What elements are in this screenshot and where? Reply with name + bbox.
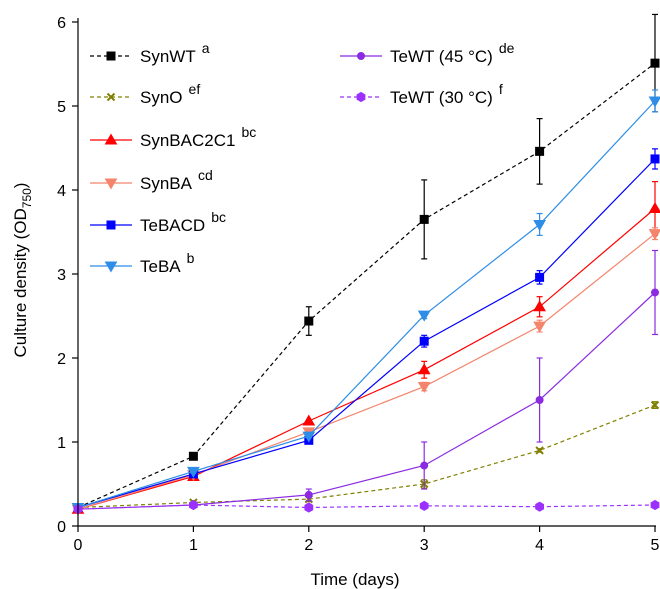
y-tick-label: 4: [57, 183, 66, 200]
data-point: [419, 214, 429, 224]
data-point: [533, 219, 546, 231]
axes: 0 1 2 3 4 5 0 1 2 3 4 5 6: [57, 15, 659, 554]
legend-entry-synwt: SynWT a: [90, 40, 210, 66]
series-line: [77, 504, 656, 510]
legend-entry-synba: SynBA cd: [90, 167, 213, 193]
x-tick-label: 0: [74, 537, 83, 554]
data-point: [304, 490, 313, 499]
y-tick-label: 2: [57, 351, 66, 368]
significance-letter: f: [499, 81, 503, 97]
legend-label: TeBA b: [140, 250, 195, 276]
significance-letter: cd: [198, 167, 213, 183]
data-point: [535, 272, 545, 282]
series-line: [77, 233, 656, 510]
legend-entry-synbac2c1: SynBAC2C1 bc: [90, 124, 256, 150]
legend-entry-tewt-45-c: TeWT (45 °C) de: [340, 40, 515, 66]
legend-label: SynBAC2C1 bc: [140, 124, 256, 150]
data-point: [419, 336, 429, 346]
legend-entry-tewt-30-c: TeWT (30 °C) f: [340, 81, 503, 107]
legend-swatch-marker: [104, 178, 118, 190]
x-tick-label: 4: [535, 537, 544, 554]
data-point: [648, 96, 660, 108]
significance-letter: de: [499, 40, 515, 56]
legend-swatch-marker: [104, 261, 118, 273]
legend-swatch-marker: [106, 92, 116, 102]
data-point: [533, 321, 546, 333]
significance-letter: b: [187, 250, 195, 266]
data-point: [535, 396, 544, 404]
y-tick-label: 0: [57, 519, 66, 536]
x-tick-label: 1: [189, 537, 198, 554]
data-point: [535, 446, 544, 455]
data-point: [417, 310, 431, 322]
data-point: [650, 499, 660, 511]
series-tewt-45-c: [74, 249, 659, 514]
data-point: [651, 288, 659, 297]
y-tick-label: 3: [57, 267, 66, 284]
series-line: [77, 208, 656, 510]
legend-swatch-marker: [104, 133, 118, 145]
data-point: [535, 146, 545, 156]
legend-swatch-marker: [106, 51, 116, 61]
data-point: [188, 451, 198, 461]
data-point: [304, 316, 314, 326]
legend-entry-syno: SynO ef: [90, 81, 200, 107]
legend-label: TeWT (30 °C) f: [390, 81, 503, 107]
series-line: [77, 404, 656, 509]
series-tebacd: [73, 148, 660, 513]
y-tick-label: 5: [57, 99, 66, 116]
significance-letter: a: [202, 40, 210, 56]
data-point: [302, 431, 316, 443]
data-point: [648, 229, 660, 241]
data-point: [417, 363, 431, 375]
y-tick-label: 1: [57, 435, 66, 452]
x-tick-label: 3: [420, 537, 429, 554]
data-point: [535, 501, 544, 512]
data-point: [533, 300, 546, 312]
data-point: [650, 154, 660, 164]
legend-swatch-marker: [356, 91, 366, 103]
data-point: [304, 502, 314, 513]
data-point: [189, 499, 198, 511]
series-tewt-30-c: [73, 499, 660, 515]
legend-swatch-marker: [357, 52, 365, 60]
legend-label: SynO ef: [140, 81, 200, 107]
series-teba: [71, 89, 660, 515]
data-point: [648, 201, 660, 213]
legend-label: SynBA cd: [140, 167, 213, 193]
significance-letter: bc: [211, 209, 226, 225]
data-point: [417, 382, 431, 394]
legend-label: TeWT (45 °C) de: [390, 40, 515, 66]
data-point: [420, 461, 429, 470]
data-point: [302, 414, 316, 426]
data-point: [419, 500, 429, 511]
data-point: [650, 400, 660, 410]
y-ticks: 0 1 2 3 4 5 6: [57, 15, 78, 536]
x-tick-label: 2: [304, 537, 313, 554]
x-axis-title: Time (days): [310, 570, 399, 589]
x-ticks: 0 1 2 3 4 5: [74, 526, 660, 554]
y-axis-title-subscript: 750: [20, 188, 34, 208]
data-point: [650, 58, 660, 68]
series-line: [77, 158, 656, 509]
y-tick-label: 6: [57, 15, 66, 32]
data-point: [187, 466, 200, 478]
legend-entry-tebacd: TeBACD bc: [90, 209, 226, 235]
legend-label: TeBACD bc: [140, 209, 226, 235]
y-axis-title: Culture density (OD750): [11, 183, 34, 358]
series-syno: [73, 400, 660, 512]
series-line: [77, 62, 656, 509]
series-line: [77, 100, 656, 509]
legend-entry-teba: TeBA b: [90, 250, 195, 276]
series-line: [77, 292, 656, 510]
legend-swatch-marker: [106, 220, 116, 230]
significance-letter: ef: [189, 81, 201, 97]
legend: SynWT a SynO ef SynBAC2C1 bc SynBA cd TeBACD bc Te…: [90, 40, 515, 276]
legend-label: SynWT a: [140, 40, 210, 66]
x-tick-label: 5: [651, 537, 660, 554]
significance-letter: bc: [241, 124, 256, 140]
